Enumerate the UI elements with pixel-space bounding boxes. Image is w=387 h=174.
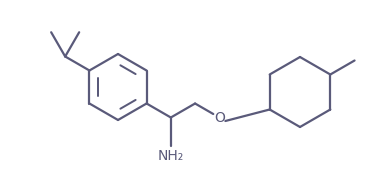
- Text: O: O: [214, 110, 225, 125]
- Text: NH₂: NH₂: [158, 149, 184, 164]
